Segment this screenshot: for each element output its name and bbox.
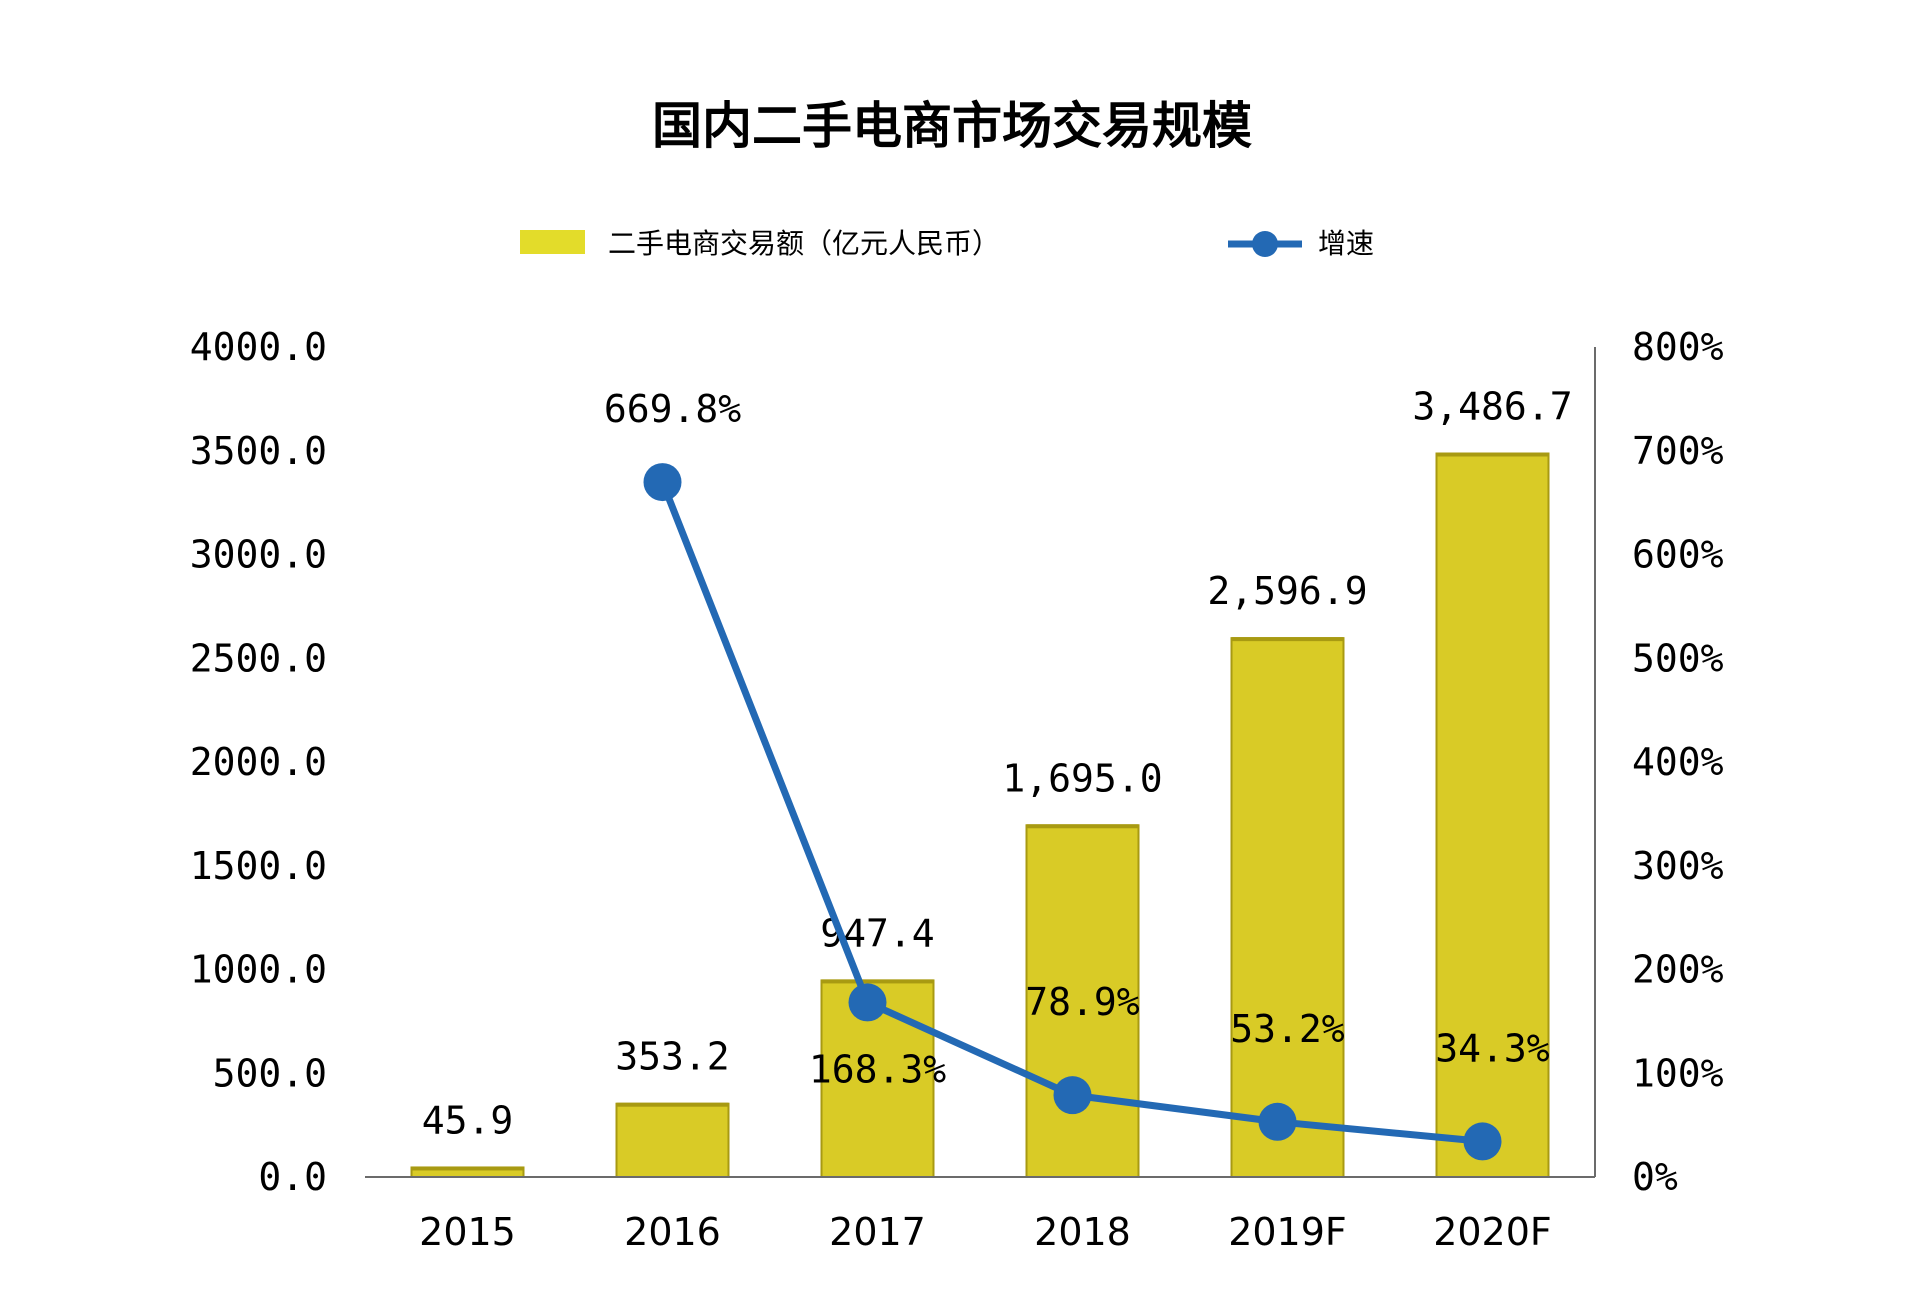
right-axis-tick-label: 400% — [1632, 740, 1724, 784]
bar-value-label: 2,596.9 — [1207, 569, 1367, 613]
right-axis-ticks: 0% 100% 200% 300% 400% 500% 600% 700% 800% — [1632, 325, 1724, 1199]
left-axis-tick-label: 1000.0 — [190, 948, 327, 992]
growth-point — [1258, 1102, 1297, 1141]
bar — [1435, 452, 1550, 1178]
growth-value-label: 34.3% — [1435, 1026, 1550, 1070]
growth-value-label: 669.8% — [604, 387, 741, 431]
x-axis-tick-label: 2018 — [1034, 1210, 1131, 1254]
right-axis-tick-label: 600% — [1632, 533, 1724, 577]
growth-point — [848, 983, 887, 1022]
x-axis-tick-label: 2017 — [829, 1210, 926, 1254]
left-axis-tick-label: 4000.0 — [190, 325, 327, 369]
growth-value-label: 53.2% — [1230, 1007, 1345, 1051]
bar — [615, 1102, 730, 1179]
bar-top-edge — [411, 1166, 524, 1171]
x-axis-tick-label: 2020F — [1433, 1210, 1552, 1254]
left-axis-tick-label: 0.0 — [258, 1155, 327, 1199]
growth-value-label: 168.3% — [809, 1047, 946, 1091]
growth-value-label: 78.9% — [1025, 980, 1140, 1024]
right-axis-tick-label: 300% — [1632, 844, 1724, 888]
right-axis-tick-label: 0% — [1632, 1155, 1678, 1199]
growth-point — [1053, 1076, 1092, 1115]
left-axis-tick-label: 1500.0 — [190, 844, 327, 888]
bar-value-label: 1,695.0 — [1002, 756, 1162, 800]
bar-value-label: 353.2 — [615, 1035, 729, 1079]
growth-point — [1463, 1122, 1502, 1161]
left-axis-tick-label: 2500.0 — [190, 636, 327, 680]
right-axis-tick-label: 200% — [1632, 948, 1724, 992]
bar-value-label: 3,486.7 — [1412, 385, 1572, 429]
category-ticks: 2015 2016 2017 2018 2019F 2020F — [419, 1210, 1552, 1254]
x-axis-tick-label: 2019F — [1228, 1210, 1347, 1254]
legend-line-marker — [1252, 231, 1278, 257]
chart-title: 国内二手电商市场交易规模 — [652, 97, 1252, 155]
left-axis-tick-label: 2000.0 — [190, 740, 327, 784]
bar-top-edge — [1436, 452, 1549, 457]
x-axis-tick-label: 2016 — [624, 1210, 721, 1254]
legend-bar-label: 二手电商交易额（亿元人民币） — [608, 227, 1000, 260]
left-axis-tick-label: 3500.0 — [190, 429, 327, 473]
bar-top-edge — [821, 979, 934, 984]
axes — [365, 347, 1596, 1178]
right-axis-tick-label: 500% — [1632, 636, 1724, 680]
right-axis-tick-label: 100% — [1632, 1051, 1724, 1095]
right-axis-tick-label: 700% — [1632, 429, 1724, 473]
bar-top-edge — [1026, 824, 1139, 829]
legend-bar-swatch — [520, 230, 585, 254]
bar-series — [410, 452, 1550, 1179]
bar-value-label: 45.9 — [422, 1098, 514, 1142]
bar — [1230, 637, 1345, 1178]
left-axis-ticks: 0.0 500.0 1000.0 1500.0 2000.0 2500.0 3000.0 35… — [190, 325, 327, 1199]
legend: 二手电商交易额（亿元人民币） 增速 — [520, 227, 1374, 260]
growth-data-labels: 669.8% 168.3% 78.9% 53.2% 34.3% — [604, 387, 1550, 1091]
bar-top-edge — [616, 1102, 729, 1107]
growth-point — [643, 463, 682, 502]
legend-line-label: 增速 — [1318, 227, 1374, 260]
growth-line-series — [643, 463, 1502, 1161]
left-axis-tick-label: 500.0 — [213, 1051, 327, 1095]
bar-top-edge — [1231, 637, 1344, 642]
x-axis-tick-label: 2015 — [419, 1210, 516, 1254]
left-axis-tick-label: 3000.0 — [190, 533, 327, 577]
right-axis-tick-label: 800% — [1632, 325, 1724, 369]
